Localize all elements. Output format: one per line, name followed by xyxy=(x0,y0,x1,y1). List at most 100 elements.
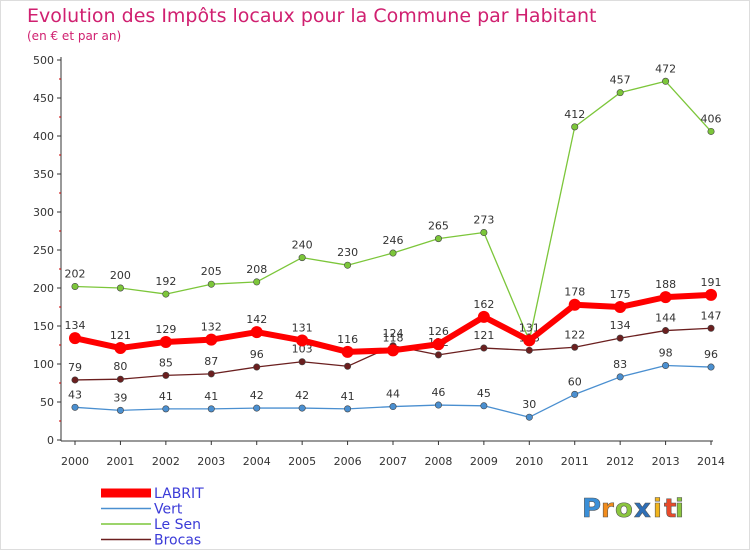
data-label: 121 xyxy=(473,329,494,342)
data-point xyxy=(705,288,718,301)
data-point xyxy=(69,332,81,345)
data-point xyxy=(662,77,670,85)
x-tick-label: 2007 xyxy=(379,455,407,468)
data-point xyxy=(523,334,536,347)
data-point xyxy=(389,403,397,411)
data-point xyxy=(207,405,215,413)
data-point xyxy=(480,229,488,237)
y-tick-label: 0 xyxy=(47,434,54,447)
data-point xyxy=(71,282,79,290)
data-label: 124 xyxy=(383,327,404,340)
x-tick-label: 2010 xyxy=(515,455,543,468)
data-label: 131 xyxy=(519,321,540,334)
data-label: 118 xyxy=(383,331,404,344)
data-label: 80 xyxy=(113,360,127,373)
data-point xyxy=(71,376,79,384)
data-label: 41 xyxy=(204,390,218,403)
series-vert: 43 39 41 41 42 42 41 44 46 45 30 60 83 98 96 xyxy=(68,347,718,421)
data-label: 205 xyxy=(201,265,222,278)
data-point xyxy=(387,344,400,357)
logo-letter: i xyxy=(653,494,662,524)
data-label: 147 xyxy=(701,309,722,322)
data-point xyxy=(525,413,533,421)
x-tick-label: 2004 xyxy=(243,455,271,468)
data-label: 87 xyxy=(204,355,218,368)
y-tick-label: 200 xyxy=(33,282,54,295)
data-label: 96 xyxy=(704,348,718,361)
data-label: 208 xyxy=(246,263,267,276)
data-point xyxy=(296,334,309,347)
data-label: 44 xyxy=(386,388,400,401)
data-label: 41 xyxy=(341,390,355,403)
data-label: 83 xyxy=(613,358,627,371)
logo-letter: P xyxy=(582,494,601,524)
logo-letter: r xyxy=(601,494,614,524)
y-tick-label: 450 xyxy=(33,92,54,105)
x-tick-label: 2000 xyxy=(61,455,89,468)
data-point xyxy=(525,346,533,354)
data-label: 98 xyxy=(659,347,673,360)
legend-item: Brocas xyxy=(101,533,201,549)
data-label: 246 xyxy=(383,234,404,247)
logo-letter: i xyxy=(675,494,684,524)
data-label: 230 xyxy=(337,246,358,259)
data-point xyxy=(480,344,488,352)
x-tick-label: 2005 xyxy=(288,455,316,468)
data-point xyxy=(614,301,627,313)
data-label: 406 xyxy=(701,112,722,125)
data-label: 126 xyxy=(428,325,449,338)
data-point xyxy=(480,402,488,410)
data-point xyxy=(571,390,579,398)
data-point xyxy=(116,284,124,292)
data-point xyxy=(432,338,445,351)
chart-subtitle: (en € et par an) xyxy=(27,29,121,43)
data-label: 200 xyxy=(110,269,131,282)
data-label: 79 xyxy=(68,361,82,374)
data-point xyxy=(659,291,672,304)
data-point xyxy=(116,406,124,414)
data-label: 191 xyxy=(701,276,722,289)
data-label: 30 xyxy=(522,398,536,411)
data-point xyxy=(250,326,263,339)
data-point xyxy=(162,405,170,413)
data-point xyxy=(434,401,442,409)
data-point xyxy=(207,370,215,378)
data-label: 178 xyxy=(564,286,585,299)
data-point xyxy=(253,278,261,286)
y-tick-label: 300 xyxy=(33,206,54,219)
data-point xyxy=(434,235,442,243)
data-label: 116 xyxy=(337,333,358,346)
legend-item: Le Sen xyxy=(101,517,201,533)
data-point xyxy=(389,249,397,257)
data-point xyxy=(344,261,352,269)
data-point xyxy=(114,342,127,355)
data-label: 39 xyxy=(113,391,127,404)
data-point xyxy=(71,403,79,411)
logo-letter: x xyxy=(634,494,651,524)
y-tick-label: 500 xyxy=(33,54,54,67)
x-tick-label: 2003 xyxy=(197,455,225,468)
data-point xyxy=(571,343,579,351)
data-label: 240 xyxy=(292,239,313,252)
data-point xyxy=(568,298,581,311)
data-label: 202 xyxy=(65,267,86,280)
logo-letter: t xyxy=(664,494,676,524)
x-tick-label: 2011 xyxy=(561,455,589,468)
data-label: 265 xyxy=(428,220,449,233)
data-point xyxy=(205,333,218,346)
data-point xyxy=(341,345,354,358)
data-point xyxy=(298,404,306,412)
data-point xyxy=(434,351,442,359)
data-point xyxy=(162,290,170,298)
data-label: 60 xyxy=(568,375,582,388)
data-label: 162 xyxy=(473,298,494,311)
data-label: 129 xyxy=(155,323,176,336)
x-tick-label: 2002 xyxy=(152,455,180,468)
data-point xyxy=(662,327,670,335)
data-point xyxy=(662,362,670,370)
data-point xyxy=(344,362,352,370)
data-label: 273 xyxy=(473,214,494,227)
data-label: 103 xyxy=(292,343,313,356)
data-label: 96 xyxy=(250,348,264,361)
data-point xyxy=(116,375,124,383)
